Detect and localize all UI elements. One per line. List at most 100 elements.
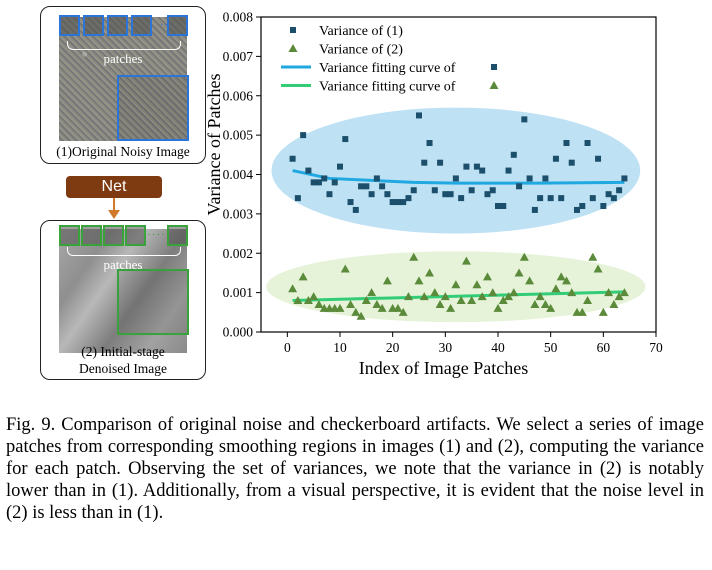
data-point-series2: [456, 296, 466, 304]
data-point-series1: [437, 159, 444, 166]
data-point-series2: [556, 272, 566, 281]
data-point-series2: [372, 299, 382, 308]
data-point-series2: [351, 307, 361, 316]
fit-curve-1: [292, 169, 625, 185]
y-tick-label: 0.007: [223, 49, 254, 64]
data-point-series1: [542, 175, 549, 182]
data-point-series1: [516, 183, 523, 190]
data-point-series1: [558, 195, 565, 202]
data-point-series1: [584, 140, 591, 146]
data-point-series2: [593, 264, 603, 273]
data-point-series1: [294, 195, 301, 202]
data-point-series2: [546, 303, 556, 312]
y-tick-label: 0.000: [223, 325, 254, 340]
y-axis-label: Variance of Patches: [204, 74, 224, 216]
data-point-series2: [446, 303, 456, 312]
data-point-series1: [489, 187, 496, 194]
data-point-series2: [477, 292, 487, 301]
data-point-series2: [340, 264, 350, 273]
legend-label: Variance fitting curve of: [319, 80, 456, 95]
data-point-series1: [610, 195, 617, 202]
data-point-series1: [479, 167, 486, 174]
data-point-series1: [589, 195, 596, 202]
x-tick-label: 40: [491, 340, 505, 355]
data-point-series1: [537, 195, 544, 202]
data-point-series1: [421, 159, 428, 166]
y-tick-label: 0.005: [223, 128, 254, 143]
data-point-series1: [394, 199, 401, 206]
data-point-series1: [468, 187, 475, 194]
data-point-series2: [382, 276, 392, 285]
data-point-series1: [495, 203, 501, 209]
patch: [125, 225, 146, 246]
y-tick-label: 0.008: [223, 10, 254, 25]
x-tick-label: 30: [439, 340, 453, 355]
data-point-series2: [314, 299, 324, 308]
variance-scatter-chart: 0 10 20 30 40 50 60 70 0.000 0.001 0.002 0.003 0.004…: [204, 10, 663, 379]
data-point-series1: [368, 191, 375, 198]
data-point-series2: [288, 284, 298, 293]
data-point-series1: [400, 199, 407, 206]
data-point-series1: [305, 167, 312, 174]
data-point-series1: [621, 175, 628, 182]
data-point-series2: [451, 280, 461, 289]
original-noisy-image-panel: ··· patches (1)Original Noisy Image: [40, 6, 206, 164]
data-point-series2: [588, 252, 598, 261]
data-point-series1: [547, 195, 554, 202]
patch-row-denoised: ·····: [59, 225, 188, 246]
data-point-series2: [498, 296, 508, 304]
data-point-series2: [467, 296, 477, 304]
legend-trailing-marker: [489, 81, 499, 89]
data-point-series1: [500, 203, 507, 209]
data-point-series2: [504, 292, 514, 301]
data-point-series1: [473, 163, 480, 170]
data-point-series2: [403, 292, 413, 301]
denoised-image-panel: ····· patches (2) Initial-stage Denoised…: [40, 220, 206, 380]
data-point-series1: [416, 112, 422, 119]
data-point-series1: [363, 183, 370, 190]
data-point-series2: [393, 303, 403, 312]
zoomed-patch: [117, 269, 189, 335]
data-point-series1: [458, 195, 465, 202]
data-point-series2: [335, 303, 345, 312]
data-point-series2: [398, 307, 408, 316]
data-point-series2: [567, 288, 577, 297]
x-tick-label: 10: [333, 340, 347, 355]
legend-marker: [290, 27, 296, 33]
data-point-series1: [331, 179, 338, 186]
x-tick-label: 20: [386, 340, 400, 355]
data-point-series1: [526, 175, 533, 182]
data-point-series1: [315, 179, 322, 186]
data-point-series1: [347, 199, 354, 206]
data-point-series2: [346, 299, 356, 308]
data-point-series2: [440, 292, 450, 301]
data-point-series1: [342, 136, 349, 143]
data-point-series2: [419, 292, 429, 301]
arrow-shaft: [113, 198, 115, 212]
data-point-series2: [604, 288, 614, 297]
data-point-series1: [337, 163, 343, 170]
data-point-series2: [425, 268, 435, 277]
data-point-series1: [510, 151, 517, 158]
original-noisy-image-caption: (1)Original Noisy Image: [56, 144, 190, 159]
data-point-series1: [352, 206, 359, 213]
denoised-image-caption-line1: (2) Initial-stage: [81, 344, 165, 359]
data-point-series1: [358, 183, 365, 190]
data-point-series2: [293, 296, 303, 304]
y-tick-label: 0.004: [223, 167, 254, 182]
denoised-image-caption-line2: Denoised Image: [78, 361, 168, 376]
data-point-series1: [616, 187, 623, 194]
zoomed-patch: [117, 75, 189, 141]
y-tick-label: 0.006: [223, 88, 254, 103]
data-point-series1: [484, 191, 491, 198]
data-point-series2: [514, 268, 524, 277]
data-point-series1: [563, 140, 570, 146]
legend-label: Variance fitting curve of: [319, 61, 456, 76]
data-point-series1: [505, 167, 512, 174]
data-point-series2: [367, 288, 377, 297]
data-point-series2: [509, 288, 519, 297]
data-point-series2: [472, 280, 482, 289]
data-point-series1: [379, 183, 386, 190]
data-point-series1: [326, 191, 333, 198]
x-tick-label: 70: [649, 340, 663, 355]
